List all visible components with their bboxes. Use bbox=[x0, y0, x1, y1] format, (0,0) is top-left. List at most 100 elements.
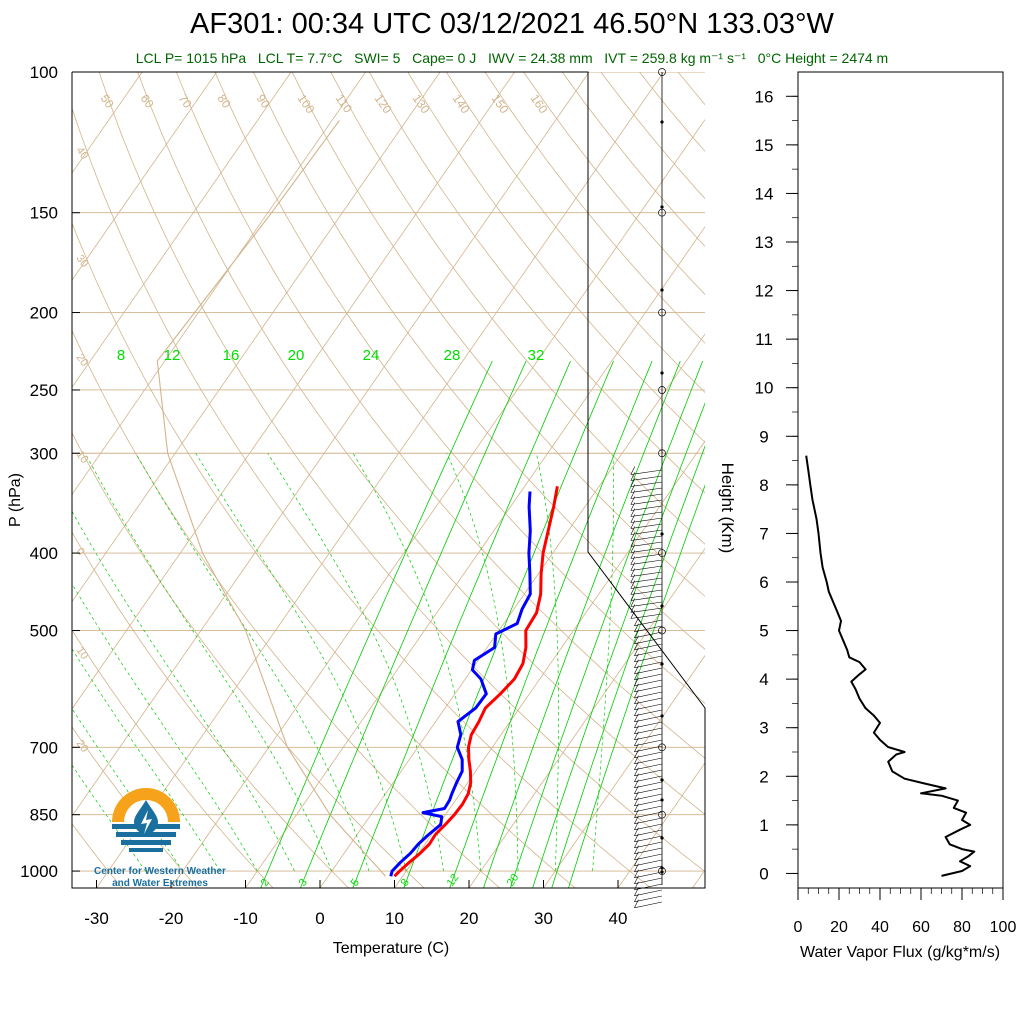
dry-adiabat-line bbox=[175, 72, 705, 759]
wind-barb bbox=[630, 529, 663, 535]
wind-barb bbox=[634, 703, 663, 711]
wind-barb-flag bbox=[634, 845, 639, 854]
temperature-tick-label: -20 bbox=[159, 909, 184, 928]
wind-barb-flag bbox=[634, 815, 639, 824]
isotherm-line bbox=[394, 440, 705, 888]
wind-barb bbox=[634, 679, 663, 687]
wind-barb bbox=[634, 697, 663, 705]
calm-circle bbox=[658, 626, 666, 635]
wind-barb bbox=[634, 727, 663, 735]
wind-barb-flag bbox=[634, 731, 639, 740]
wind-barb bbox=[630, 589, 663, 595]
dry-adiabat-label: 10 bbox=[74, 645, 91, 662]
wind-barb-flag bbox=[630, 508, 636, 517]
wind-barb bbox=[634, 895, 663, 903]
isotherm-label: 50 bbox=[98, 92, 117, 111]
pressure-tick-label: 150 bbox=[30, 204, 58, 223]
height-tick-label: 4 bbox=[759, 670, 768, 689]
mixing-ratio-label: 16 bbox=[223, 347, 240, 364]
wind-barb-flag bbox=[634, 893, 639, 902]
wind-barb-flag bbox=[630, 484, 636, 493]
moist-adiabat-line bbox=[195, 453, 407, 872]
wind-barb-flag bbox=[630, 538, 636, 547]
wind-barb bbox=[630, 541, 663, 547]
wind-barbs bbox=[630, 68, 666, 909]
skewt-grid: 50 60 70 80 90 100 110 120 130 140 150 160403020100… bbox=[72, 72, 705, 889]
wind-barb bbox=[634, 853, 663, 861]
pressure-tick-label: 300 bbox=[30, 444, 58, 463]
isotherm-label: 130 bbox=[410, 92, 433, 117]
x-axis-label: Temperature (C) bbox=[333, 940, 449, 957]
dry-adiabat-line bbox=[72, 107, 651, 888]
mixing-ratio-label-bottom: 20 bbox=[505, 872, 522, 889]
calm-circle bbox=[658, 308, 666, 317]
flux-tick-label: 40 bbox=[871, 919, 889, 936]
dewpoint-profile bbox=[389, 491, 532, 877]
wind-barb bbox=[630, 535, 663, 541]
wind-barb bbox=[630, 469, 663, 475]
wind-barb bbox=[634, 721, 663, 729]
moist-adiabat-line bbox=[135, 453, 370, 872]
temperature-tick-label: -10 bbox=[233, 909, 258, 928]
parcel-profile bbox=[156, 120, 386, 877]
flux-tick-label: 80 bbox=[953, 919, 971, 936]
wind-barb-flag bbox=[634, 863, 639, 872]
wind-barb-flag bbox=[630, 514, 636, 523]
isotherm-line bbox=[72, 72, 515, 710]
wind-barb bbox=[630, 613, 663, 619]
wind-barb bbox=[634, 637, 663, 645]
mixing-ratio-line bbox=[449, 360, 653, 888]
wind-barb bbox=[630, 475, 663, 481]
wind-barb-flag bbox=[634, 683, 639, 692]
moist-adiabat-line bbox=[446, 453, 519, 872]
moist-adiabat-line bbox=[72, 583, 258, 872]
wind-barb-flag bbox=[634, 833, 639, 842]
logo-line-2: and Water Extremes bbox=[112, 878, 208, 889]
logo-line-1: Center for Western Weather bbox=[94, 866, 226, 877]
height-tick-label: 16 bbox=[755, 87, 774, 106]
wind-barb-flag bbox=[630, 526, 636, 535]
wind-barb bbox=[634, 691, 663, 699]
wind-barb-flag bbox=[630, 472, 636, 481]
wind-barb-flag bbox=[630, 574, 636, 583]
moist-adiabat-line bbox=[72, 510, 295, 872]
temperature-profile bbox=[393, 486, 559, 878]
dry-adiabat-line bbox=[72, 629, 274, 888]
wind-dot bbox=[660, 532, 664, 536]
wind-dot bbox=[660, 836, 664, 840]
wind-barb-flag bbox=[634, 647, 639, 656]
wind-barb-flag bbox=[630, 502, 636, 511]
lcl-temperature: LCL T= 7.7°C bbox=[257, 50, 343, 66]
temperature-tick-label: 20 bbox=[460, 909, 479, 928]
mixing-ratio-label: 20 bbox=[288, 347, 305, 364]
isotherm-label: 90 bbox=[254, 92, 273, 111]
wind-barb-flag bbox=[634, 797, 639, 806]
calm-circle bbox=[658, 449, 666, 458]
dry-adiabat-line bbox=[253, 72, 705, 650]
wind-barb bbox=[630, 505, 663, 511]
wind-barb-flag bbox=[630, 550, 636, 559]
wind-barb-flag bbox=[634, 881, 639, 890]
skewt-profiles bbox=[156, 120, 559, 878]
wind-barb bbox=[630, 481, 663, 487]
flux-tick-label: 100 bbox=[990, 919, 1017, 936]
height-tick-label: 2 bbox=[759, 767, 768, 786]
mixing-ratio-line bbox=[532, 402, 705, 888]
wind-barb-flag bbox=[630, 544, 636, 553]
dry-adiabat-line bbox=[72, 531, 349, 888]
wind-barb bbox=[634, 733, 663, 741]
wind-barb bbox=[634, 787, 663, 795]
isotherm-line bbox=[96, 72, 664, 888]
wind-barb-flag bbox=[630, 496, 636, 505]
mixing-ratio-line bbox=[483, 360, 681, 888]
height-tick-label: 1 bbox=[759, 816, 768, 835]
wind-barb bbox=[634, 889, 663, 897]
pressure-tick-label: 700 bbox=[30, 738, 58, 757]
wind-barb bbox=[630, 523, 663, 529]
wind-barb bbox=[630, 577, 663, 583]
wind-barb bbox=[634, 871, 663, 879]
wind-barb bbox=[634, 811, 663, 819]
dry-adiabat-line bbox=[291, 72, 705, 597]
skewt-border bbox=[71, 71, 706, 889]
